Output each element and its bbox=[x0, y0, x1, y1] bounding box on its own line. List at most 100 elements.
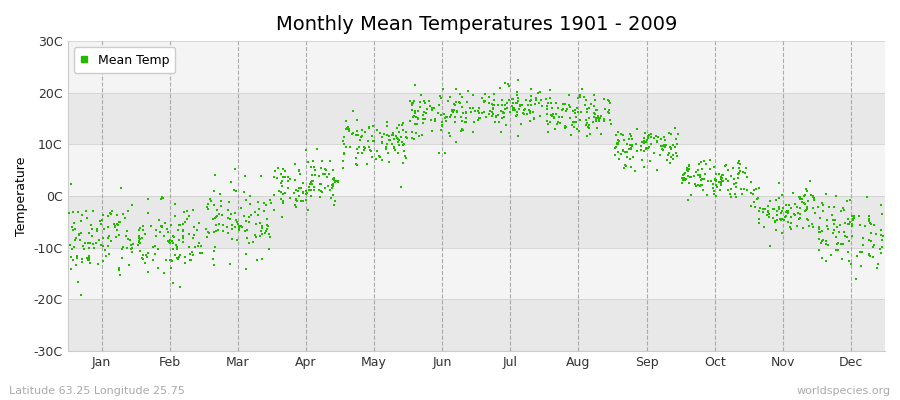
Point bbox=[394, 134, 409, 141]
Point bbox=[558, 123, 572, 129]
Point bbox=[507, 105, 521, 111]
Point bbox=[380, 132, 394, 138]
Point bbox=[873, 245, 887, 252]
Point bbox=[740, 187, 754, 194]
Point bbox=[176, 239, 190, 246]
Point bbox=[176, 227, 190, 234]
Point bbox=[156, 195, 170, 201]
Point bbox=[842, 238, 856, 245]
Point bbox=[520, 102, 535, 108]
Point bbox=[386, 145, 400, 152]
Point bbox=[158, 220, 173, 226]
Point bbox=[580, 105, 595, 112]
Point bbox=[771, 206, 786, 212]
Point bbox=[486, 102, 500, 108]
Point bbox=[714, 179, 728, 186]
Point bbox=[206, 229, 220, 236]
Point bbox=[108, 224, 122, 230]
Point bbox=[308, 172, 322, 178]
Point bbox=[356, 127, 370, 133]
Point bbox=[515, 102, 529, 108]
Point bbox=[66, 256, 80, 263]
Point bbox=[510, 95, 525, 102]
Point bbox=[597, 116, 611, 122]
Point bbox=[592, 117, 607, 123]
Point bbox=[816, 208, 831, 214]
Point bbox=[162, 239, 176, 245]
Point bbox=[67, 219, 81, 226]
Point bbox=[407, 113, 421, 120]
Point bbox=[340, 125, 355, 132]
Point bbox=[337, 151, 351, 157]
Point bbox=[587, 92, 601, 98]
Point bbox=[710, 184, 724, 190]
Point bbox=[323, 194, 338, 201]
Point bbox=[231, 226, 246, 233]
Point bbox=[263, 197, 277, 204]
Point bbox=[465, 129, 480, 135]
Point bbox=[216, 222, 230, 228]
Point bbox=[251, 199, 266, 205]
Point bbox=[275, 214, 290, 221]
Point bbox=[694, 177, 708, 184]
Point bbox=[784, 220, 798, 226]
Point bbox=[532, 100, 546, 106]
Point bbox=[520, 110, 535, 117]
Point bbox=[812, 236, 826, 242]
Point bbox=[362, 143, 376, 150]
Point bbox=[583, 100, 598, 107]
Point bbox=[97, 247, 112, 254]
Point bbox=[336, 138, 350, 144]
Point bbox=[558, 100, 572, 107]
Point bbox=[164, 256, 178, 263]
Point bbox=[435, 118, 449, 125]
Point bbox=[94, 242, 108, 248]
Point bbox=[133, 240, 148, 246]
Point bbox=[185, 207, 200, 213]
Point bbox=[862, 237, 877, 243]
Point bbox=[875, 244, 889, 250]
Point bbox=[449, 86, 464, 92]
Point bbox=[209, 214, 223, 220]
Point bbox=[670, 141, 684, 148]
Point bbox=[651, 133, 665, 140]
Point bbox=[544, 100, 559, 106]
Point bbox=[562, 102, 576, 109]
Point bbox=[307, 183, 321, 190]
Point bbox=[304, 178, 319, 185]
Point bbox=[731, 170, 745, 177]
Point bbox=[457, 119, 472, 125]
Point bbox=[112, 232, 127, 238]
Point bbox=[73, 237, 87, 243]
Point bbox=[608, 152, 623, 158]
Point bbox=[313, 194, 328, 200]
Point bbox=[524, 86, 538, 92]
Point bbox=[840, 234, 854, 240]
Point bbox=[311, 172, 326, 179]
Point bbox=[812, 224, 826, 231]
Point bbox=[548, 110, 562, 117]
Point bbox=[387, 143, 401, 150]
Point bbox=[707, 191, 722, 198]
Point bbox=[231, 221, 246, 227]
Point bbox=[641, 132, 655, 139]
Point bbox=[403, 117, 418, 124]
Point bbox=[862, 251, 877, 257]
Point bbox=[479, 114, 493, 120]
Point bbox=[593, 113, 608, 119]
Point bbox=[676, 172, 690, 178]
Point bbox=[786, 189, 800, 196]
Point bbox=[249, 234, 264, 241]
Point bbox=[856, 241, 870, 248]
Point bbox=[221, 199, 236, 206]
Point bbox=[675, 180, 689, 186]
Point bbox=[814, 255, 829, 261]
Point bbox=[514, 121, 528, 128]
Point bbox=[63, 180, 77, 187]
Point bbox=[207, 229, 221, 236]
Point bbox=[495, 102, 509, 108]
Point bbox=[552, 114, 566, 120]
Point bbox=[650, 167, 664, 173]
Point bbox=[125, 244, 140, 251]
Point bbox=[761, 203, 776, 209]
